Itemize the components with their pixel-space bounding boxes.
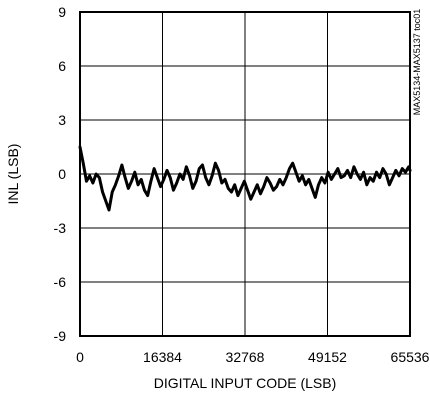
x-tick-label: 32768: [226, 349, 265, 365]
y-tick-label: -3: [54, 220, 67, 236]
y-tick-label: 3: [58, 112, 66, 128]
x-tick-label: 49152: [308, 349, 347, 365]
plot-frame: [79, 11, 411, 337]
grid-layer: [80, 12, 410, 336]
x-tick-label: 65536: [391, 349, 430, 365]
x-axis-label: DIGITAL INPUT CODE (LSB): [154, 375, 337, 391]
x-tick-label: 0: [76, 349, 84, 365]
x-tick-labels: 0 16384 32768 49152 65536: [76, 349, 430, 365]
y-tick-label: -9: [54, 328, 67, 344]
y-axis-label: INL (LSB): [5, 144, 21, 205]
x-tick-label: 16384: [143, 349, 182, 365]
inl-series-line: [78, 145, 412, 212]
document-code-label: MAX5134-MAX5137 toc01: [412, 9, 422, 116]
y-tick-label: 9: [58, 4, 66, 20]
y-tick-labels: 9 6 3 0 -3 -6 -9: [54, 4, 67, 344]
y-tick-label: -6: [54, 274, 67, 290]
y-tick-label: 0: [58, 166, 66, 182]
y-tick-label: 6: [58, 58, 66, 74]
series-layer: [78, 145, 412, 212]
